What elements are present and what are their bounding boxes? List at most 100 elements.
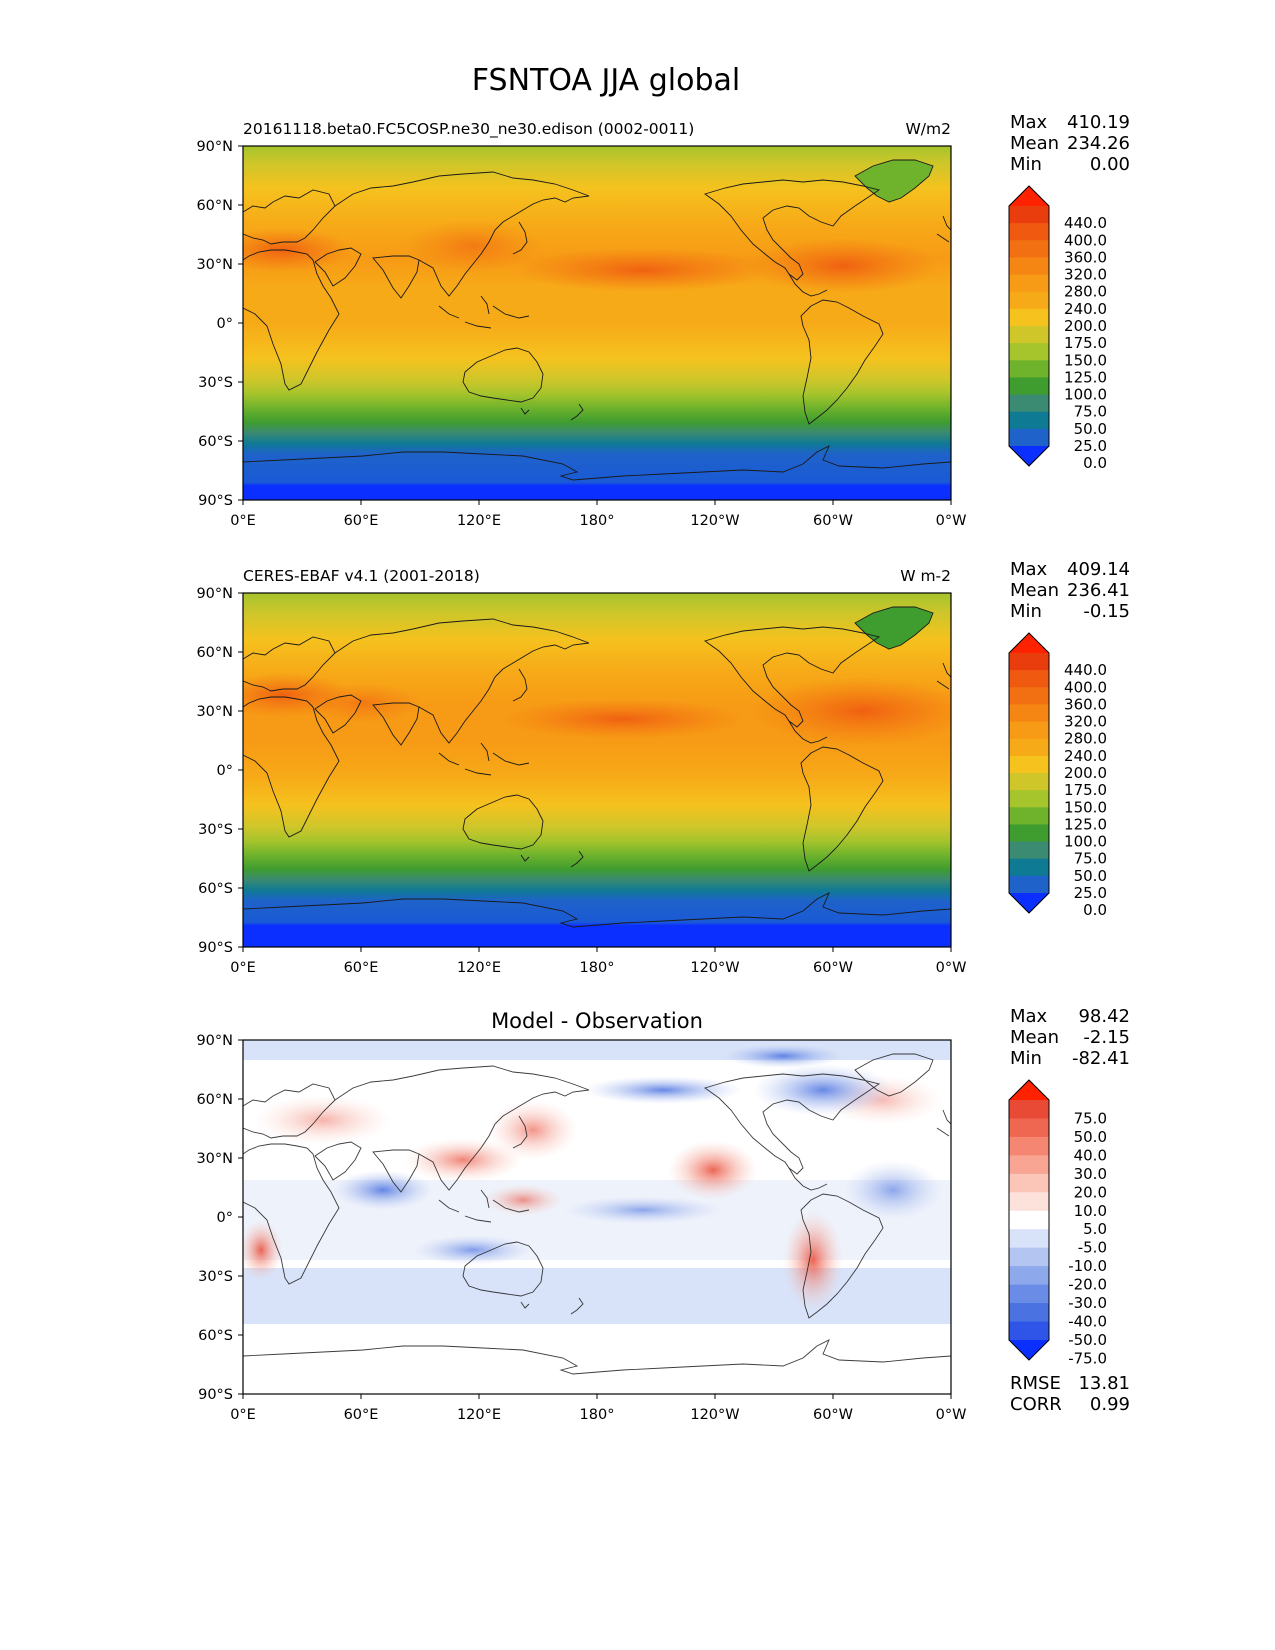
map-field-diff [243,1040,951,1394]
colorbar-label: 125.0 [1064,815,1107,833]
colorbar-label: 10.0 [1074,1202,1107,1220]
colorbar-segment [1009,858,1049,877]
colorbar-segment [1009,807,1049,825]
colorbar-label: 75.0 [1074,850,1107,868]
lon-tick-label: 60°E [344,1407,379,1423]
colorbar-segment [1009,738,1049,757]
colorbar-segment [1009,1303,1049,1323]
colorbar-label: 150.0 [1064,351,1107,369]
panel-diff-title: Model - Observation [491,1009,703,1033]
colorbar-label: 400.0 [1064,678,1107,696]
colorbar-label: 175.0 [1064,781,1107,799]
stat-min-value: -0.15 [1083,601,1130,622]
colorbar-segment [1009,841,1049,860]
map-field-model [243,146,951,500]
lat-tick-label: 0° [217,1210,233,1226]
colorbar-segment [1009,824,1049,843]
colorbar-outline [1008,185,1050,467]
lon-tick-label: 120°W [690,513,739,529]
colorbar-segment [1009,360,1049,378]
stats-diff-extra: RMSE 13.81 CORR 0.99 [1010,1373,1130,1415]
colorbar-label: 100.0 [1064,386,1107,404]
colorbar-label: 0.0 [1083,901,1107,919]
colorbar-label: -30.0 [1068,1294,1107,1312]
colorbar-label: 175.0 [1064,334,1107,352]
colorbar-label: -50.0 [1068,1331,1107,1349]
lon-tick-label: 120°W [690,1407,739,1423]
colorbar-label: 360.0 [1064,248,1107,266]
stat-mean-label: Mean [1010,1027,1059,1048]
colorbar-segment [1009,1210,1049,1230]
colorbar-label: 30.0 [1074,1165,1107,1183]
lon-tick-label: 60°W [813,960,853,976]
colorbar-segment [1009,223,1049,241]
colorbar-label: 75.0 [1074,403,1107,421]
panel-model: 20161118.beta0.FC5COSP.ne30_ne30.edison … [196,120,966,529]
lon-tick-label: 0°E [230,1407,256,1423]
stat-mean-label: Mean [1010,580,1059,601]
stat-max-value: 409.14 [1067,559,1130,580]
lat-tick-label: 0° [217,316,233,332]
colorbar-extend-min [1009,893,1049,913]
stat-min-label: Min [1010,1048,1042,1069]
lon-axis-model: 0°E 60°E 120°E 180° 120°W 60°W 0°W [230,500,966,529]
colorbar-segment [1009,343,1049,361]
colorbar-segment [1009,1173,1049,1193]
lon-tick-label: 60°E [344,960,379,976]
colorbar-label: -5.0 [1078,1239,1107,1257]
colorbar-segment [1009,1155,1049,1175]
colorbar-label: 75.0 [1074,1109,1107,1127]
lat-tick-label: 30°N [196,257,233,273]
lat-tick-label: 60°S [198,434,233,450]
colorbar-label: 200.0 [1064,764,1107,782]
colorbar-segment [1009,394,1049,413]
colorbar-model: 440.0400.0360.0320.0280.0240.0200.0175.0… [1008,185,1107,472]
lat-axis-obs: 90°N 60°N 30°N 0° 30°S 60°S 90°S [196,586,243,956]
colorbar-label: -10.0 [1068,1257,1107,1275]
colorbar-outline [1008,632,1050,914]
colorbar-label: 440.0 [1064,214,1107,232]
stats-diff: Max 98.42 Mean -2.15 Min -82.41 [1010,1006,1130,1069]
colorbar-label: -75.0 [1068,1349,1107,1367]
colorbar-extend-max [1009,633,1049,653]
stat-mean-value: 236.41 [1067,580,1130,601]
panel-model-units: W/m2 [905,120,951,138]
colorbar-segment [1009,428,1049,447]
lon-tick-label: 120°E [457,960,501,976]
colorbar-label: 440.0 [1064,661,1107,679]
colorbar-label: 40.0 [1074,1146,1107,1164]
panel-obs: CERES-EBAF v4.1 (2001-2018) W m-2 90°N 60… [196,567,967,976]
stat-mean-value: -2.15 [1083,1027,1130,1048]
colorbar-segment [1009,1118,1049,1138]
lat-axis-model: 90°N 60°N 30°N 0° 30°S 60°S 90°S [196,139,243,509]
colorbar-segment [1009,206,1049,224]
colorbar-extend-min [1009,1340,1049,1360]
colorbar-diff: 75.050.040.030.020.010.05.0-5.0-10.0-20.… [1008,1079,1107,1367]
lon-tick-label: 120°E [457,1407,501,1423]
stats-obs: Max 409.14 Mean 236.41 Min -0.15 [1010,559,1130,622]
colorbar-segment [1009,411,1049,430]
lat-tick-label: 60°S [198,1328,233,1344]
colorbar-label: 150.0 [1064,798,1107,816]
colorbar-segment [1009,308,1049,327]
lon-tick-label: 60°W [813,513,853,529]
lon-tick-label: 120°W [690,960,739,976]
lat-tick-label: 90°N [196,1033,233,1049]
lon-tick-label: 60°E [344,513,379,529]
colorbar-obs: 440.0400.0360.0320.0280.0240.0200.0175.0… [1008,632,1107,919]
lon-tick-label: 0°W [936,960,967,976]
lat-tick-label: 90°S [198,940,233,956]
lat-tick-label: 30°S [198,822,233,838]
stat-max-value: 98.42 [1078,1006,1130,1027]
lon-tick-label: 180° [580,1407,615,1423]
panel-diff: Model - Observation [196,1009,966,1423]
colorbar-segment [1009,1192,1049,1212]
lat-axis-diff: 90°N 60°N 30°N 0° 30°S 60°S 90°S [196,1033,243,1403]
colorbar-label: 20.0 [1074,1183,1107,1201]
colorbar-segment [1009,291,1049,310]
colorbar-segment [1009,670,1049,688]
lat-tick-label: 30°N [196,704,233,720]
stat-corr-label: CORR [1010,1394,1062,1415]
colorbar-label: 200.0 [1064,317,1107,335]
colorbar-label: -20.0 [1068,1276,1107,1294]
